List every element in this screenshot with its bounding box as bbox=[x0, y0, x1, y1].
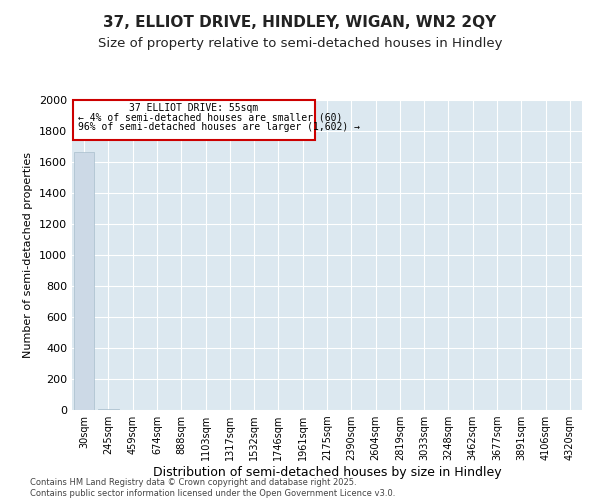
Bar bbox=[73, 100, 315, 140]
Bar bbox=[74, 152, 94, 410]
Text: 37 ELLIOT DRIVE: 55sqm: 37 ELLIOT DRIVE: 55sqm bbox=[130, 103, 259, 113]
Y-axis label: Number of semi-detached properties: Number of semi-detached properties bbox=[23, 152, 34, 358]
X-axis label: Distribution of semi-detached houses by size in Hindley: Distribution of semi-detached houses by … bbox=[152, 466, 502, 479]
Text: 37, ELLIOT DRIVE, HINDLEY, WIGAN, WN2 2QY: 37, ELLIOT DRIVE, HINDLEY, WIGAN, WN2 2Q… bbox=[103, 15, 497, 30]
Text: 96% of semi-detached houses are larger (1,602) →: 96% of semi-detached houses are larger (… bbox=[78, 122, 360, 132]
Text: Size of property relative to semi-detached houses in Hindley: Size of property relative to semi-detach… bbox=[98, 38, 502, 51]
Text: ← 4% of semi-detached houses are smaller (60): ← 4% of semi-detached houses are smaller… bbox=[78, 112, 343, 122]
Text: Contains HM Land Registry data © Crown copyright and database right 2025.
Contai: Contains HM Land Registry data © Crown c… bbox=[30, 478, 395, 498]
